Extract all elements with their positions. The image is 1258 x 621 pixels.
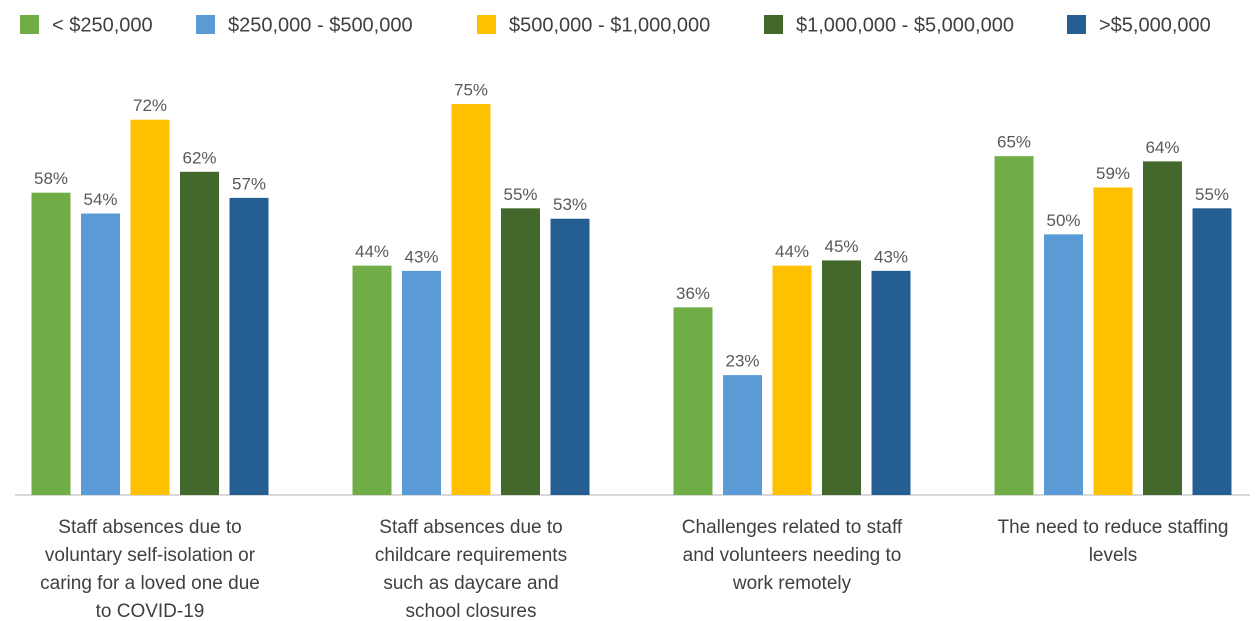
- bar: [822, 260, 861, 495]
- legend-swatch: [20, 15, 39, 34]
- legend-swatch: [1067, 15, 1086, 34]
- data-label: 45%: [824, 237, 858, 256]
- data-label: 65%: [997, 133, 1031, 152]
- legend-label: < $250,000: [52, 14, 153, 36]
- legend-label: $500,000 - $1,000,000: [509, 14, 710, 36]
- bar: [180, 171, 219, 495]
- bar: [501, 208, 540, 495]
- bar: [723, 375, 762, 495]
- bar: [229, 197, 269, 495]
- data-label: 75%: [454, 81, 488, 100]
- bar: [772, 265, 812, 495]
- data-label: 44%: [775, 242, 809, 261]
- data-label: 55%: [503, 185, 537, 204]
- data-label: 36%: [676, 284, 710, 303]
- data-label: 58%: [34, 169, 68, 188]
- data-label: 59%: [1096, 164, 1130, 183]
- data-label: 43%: [404, 247, 438, 266]
- data-label: 43%: [874, 247, 908, 266]
- bar: [1044, 234, 1083, 495]
- legend-swatch: [477, 15, 496, 34]
- data-label: 57%: [232, 174, 266, 193]
- bar: [871, 270, 911, 495]
- data-label: 23%: [725, 352, 759, 371]
- bar: [130, 119, 170, 495]
- bar: [31, 192, 71, 496]
- legend-swatch: [196, 15, 215, 34]
- bar: [1143, 161, 1182, 495]
- bar: [1192, 208, 1232, 495]
- data-label: 55%: [1195, 185, 1229, 204]
- data-label: 72%: [133, 96, 167, 115]
- bar: [402, 270, 441, 495]
- bar: [81, 213, 120, 495]
- data-label: 62%: [182, 148, 216, 167]
- bar: [451, 104, 491, 495]
- legend-swatch: [764, 15, 783, 34]
- bar: [550, 218, 590, 496]
- data-label: 50%: [1046, 211, 1080, 230]
- bar: [673, 307, 713, 495]
- bar: [994, 156, 1034, 495]
- data-label: 53%: [553, 195, 587, 214]
- legend-label: $250,000 - $500,000: [228, 14, 413, 36]
- x-tick-label: Staff absences due to childcare requirem…: [374, 517, 568, 621]
- bar: [1093, 187, 1133, 495]
- x-tick-label: The need to reduce staffing levels: [997, 517, 1229, 566]
- legend-label: >$5,000,000: [1099, 14, 1211, 36]
- data-label: 64%: [1145, 138, 1179, 157]
- x-tick-label: Staff absences due to voluntary self-iso…: [40, 517, 260, 621]
- bar: [352, 265, 392, 495]
- x-tick-label: Challenges related to staff and voluntee…: [681, 517, 903, 594]
- data-label: 44%: [355, 242, 389, 261]
- legend-label: $1,000,000 - $5,000,000: [796, 14, 1014, 36]
- data-label: 54%: [83, 190, 117, 209]
